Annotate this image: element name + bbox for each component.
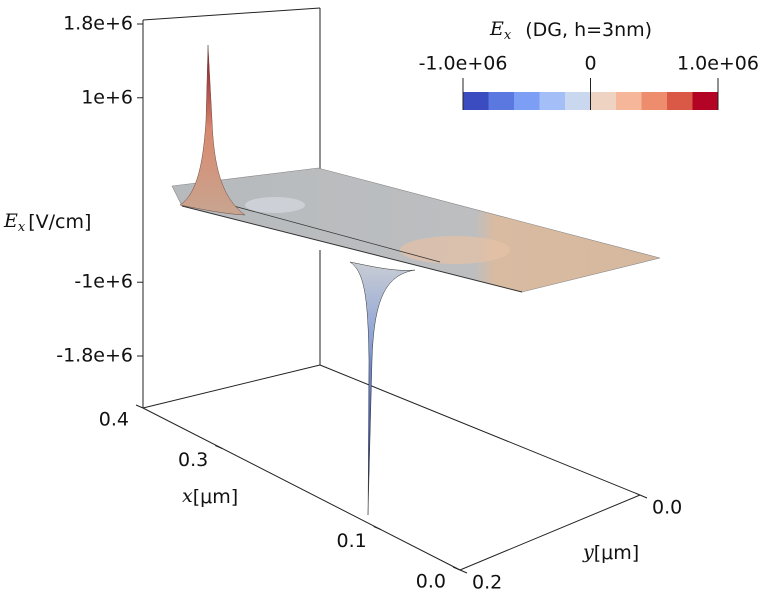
y-tick <box>639 494 648 499</box>
x-tick <box>452 566 461 571</box>
surface <box>171 44 661 516</box>
colorbar-cell <box>514 92 540 110</box>
x-tick-label: 0.3 <box>178 449 208 471</box>
colorbar-tick-label: 1.0e+06 <box>677 53 759 75</box>
colorbar-tick-label: 0 <box>584 53 596 75</box>
x-tick-label: 0.4 <box>99 409 129 431</box>
colorbar-title-subscript: x <box>504 28 512 43</box>
axes-frame <box>142 7 641 496</box>
y-axis-line <box>459 494 641 571</box>
z-label-unit: [V/cm] <box>28 211 91 233</box>
colorbar-title-text: (DG, h=3nm) <box>525 19 652 41</box>
y-tick-label: 0.0 <box>652 497 682 519</box>
x-label-unit: [μm] <box>193 486 238 508</box>
x-tick-label: 0.0 <box>416 571 446 593</box>
y-label-unit: [μm] <box>594 542 639 564</box>
x-axis-line <box>142 407 461 571</box>
z-label-symbol: E <box>3 210 18 232</box>
z-axis-label: Ex [V/cm] <box>3 210 91 235</box>
z-label-subscript: x <box>18 220 26 235</box>
x-tick <box>373 526 381 530</box>
colorbar-cell <box>539 92 566 110</box>
x-tick <box>135 404 144 409</box>
colorbar-tick-label: -1.0e+06 <box>419 53 508 75</box>
z-tick-label: 1.8e+6 <box>63 13 133 35</box>
colorbar-cell <box>565 92 591 110</box>
colorbar-cell <box>590 92 617 110</box>
z-tick-label: -1.8e+6 <box>56 345 133 367</box>
colorbar-cell <box>692 92 719 110</box>
z-tick-label: 1e+6 <box>81 86 133 108</box>
colorbar-cell <box>616 92 642 110</box>
x-tick-label: 0.1 <box>337 530 367 552</box>
x-tick <box>215 445 223 449</box>
colorbar-cell <box>667 92 693 110</box>
colorbar-cell <box>488 92 515 110</box>
y-axis-label: y[μm] <box>582 541 639 564</box>
y-tick-label: 0.2 <box>472 572 502 594</box>
colorbar-title-symbol: E <box>489 18 504 40</box>
y-tick <box>459 569 468 574</box>
x-axis-label: x[μm] <box>182 485 238 508</box>
colorbar-cell <box>641 92 668 110</box>
colorbar-cell <box>463 92 489 110</box>
z-tick-label: -1e+6 <box>74 271 133 293</box>
colorbar-title: Ex (DG, h=3nm) <box>489 18 652 43</box>
x-label-symbol: x <box>182 485 193 507</box>
y-label-symbol: y <box>582 541 594 563</box>
